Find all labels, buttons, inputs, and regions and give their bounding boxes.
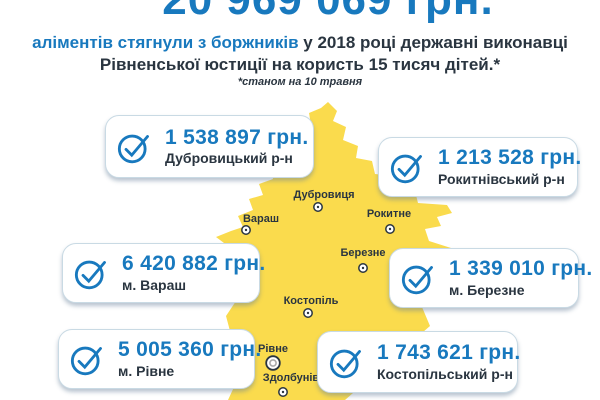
check-circle-icon [70, 346, 102, 376]
town-marker-varash [241, 225, 251, 235]
check-circle-icon [329, 349, 361, 379]
subtitle-line2: Рівненської юстиції на користь 15 тисяч … [99, 55, 501, 74]
check-circle-icon [390, 154, 422, 184]
callout-area: Костопільський р-н [377, 365, 513, 382]
town-marker-rokytne [385, 224, 395, 234]
town-label-zdolbuniv: Здолбунів [262, 372, 320, 384]
town-label-varash: Вараш [242, 213, 280, 225]
callout-area: м. Вараш [122, 276, 187, 293]
town-label-rokytne: Рокитне [366, 208, 412, 220]
callout-amount: 1 538 897 грн. [165, 125, 309, 149]
footnote: *станом на 10 травня [237, 76, 363, 88]
callout-rivne: 5 005 360 грн. м. Рівне [58, 329, 261, 389]
subtitle-rest: у 2018 році державні виконавці [303, 33, 568, 52]
subtitle: аліментів стягнули з боржників у 2018 ро… [0, 32, 600, 76]
callout-varash: 6 420 882 грн. м. Вараш [62, 243, 265, 303]
callout-rokytnivskyi: 1 213 528 грн. Рокитнівський р-н [378, 137, 581, 197]
callout-kostopilskyi: 1 743 621 грн. Костопільський р-н [317, 331, 521, 393]
total-amount-headline: 20 969 069 грн. [56, 0, 600, 22]
callout-area: м. Рівне [118, 362, 175, 379]
callout-area: м. Березне [449, 281, 525, 298]
callout-amount: 1 339 010 грн. [449, 257, 593, 281]
subtitle-highlight: аліментів стягнули з боржників [32, 33, 299, 52]
city-marker-rivne [265, 355, 281, 371]
city-label-rivne: Рівне [258, 343, 288, 355]
town-marker-kostopil [303, 308, 313, 318]
callout-amount: 1 743 621 грн. [377, 341, 521, 365]
callout-amount: 6 420 882 грн. [122, 252, 266, 276]
callout-amount: 5 005 360 грн. [118, 338, 262, 362]
callout-area: Дубровицький р-н [165, 150, 293, 167]
town-marker-zdolbuniv [278, 387, 288, 397]
town-marker-berezne [358, 263, 368, 273]
callout-dubrovytskyi: 1 538 897 грн. Дубровицький р-н [105, 115, 314, 178]
callout-berezne: 1 339 010 грн. м. Березне [389, 248, 592, 308]
town-label-berezne: Березне [340, 247, 386, 259]
town-label-kostopil: Костопіль [283, 295, 339, 307]
check-circle-icon [74, 260, 106, 290]
town-marker-dubrovytsia [313, 202, 323, 212]
check-circle-icon [117, 134, 149, 163]
callout-amount: 1 213 528 грн. [438, 146, 582, 170]
check-circle-icon [401, 265, 433, 295]
callout-area: Рокитнівський р-н [438, 170, 565, 187]
town-label-dubrovytsia: Дубровиця [293, 189, 355, 201]
